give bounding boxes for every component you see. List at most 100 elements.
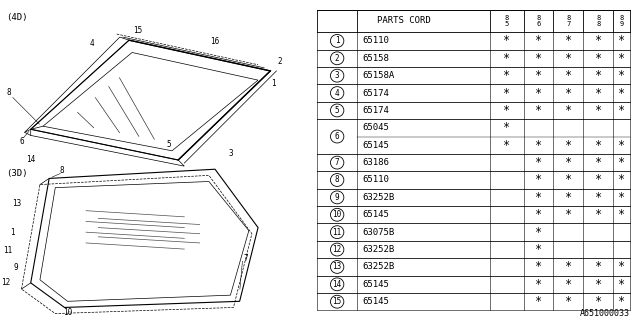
Text: *: * xyxy=(503,104,511,117)
Text: 65110: 65110 xyxy=(362,175,389,185)
Text: *: * xyxy=(503,34,511,47)
Text: 8: 8 xyxy=(7,88,12,97)
Text: *: * xyxy=(595,295,602,308)
Text: *: * xyxy=(618,156,625,169)
Text: *: * xyxy=(535,226,542,239)
Text: *: * xyxy=(618,173,625,187)
Text: 14: 14 xyxy=(333,280,342,289)
Text: 11: 11 xyxy=(3,246,12,255)
Text: *: * xyxy=(535,69,542,82)
Text: 63186: 63186 xyxy=(362,158,389,167)
Text: *: * xyxy=(565,86,572,100)
Text: *: * xyxy=(503,86,511,100)
Text: *: * xyxy=(618,260,625,273)
Text: 3: 3 xyxy=(335,71,339,80)
Text: *: * xyxy=(503,139,511,152)
Text: 1: 1 xyxy=(10,228,15,237)
Text: 63252B: 63252B xyxy=(362,245,394,254)
Text: *: * xyxy=(595,69,602,82)
Text: 1: 1 xyxy=(335,36,339,45)
Text: *: * xyxy=(503,69,511,82)
Text: *: * xyxy=(535,52,542,65)
Text: 65145: 65145 xyxy=(362,141,389,150)
Text: *: * xyxy=(535,86,542,100)
Text: *: * xyxy=(535,34,542,47)
Text: *: * xyxy=(565,295,572,308)
Text: 63252B: 63252B xyxy=(362,193,394,202)
Text: 8
8: 8 8 xyxy=(596,15,600,27)
Text: 65145: 65145 xyxy=(362,280,389,289)
Text: 8
6: 8 6 xyxy=(536,15,541,27)
Text: *: * xyxy=(503,52,511,65)
Text: *: * xyxy=(535,173,542,187)
Text: 15: 15 xyxy=(333,297,342,306)
Text: 4: 4 xyxy=(90,39,95,48)
Text: 7: 7 xyxy=(243,254,248,263)
Text: 65145: 65145 xyxy=(362,297,389,306)
Text: *: * xyxy=(565,52,572,65)
Text: *: * xyxy=(595,52,602,65)
Text: *: * xyxy=(535,260,542,273)
Text: *: * xyxy=(595,278,602,291)
Text: 6: 6 xyxy=(335,132,339,141)
Text: 8
7: 8 7 xyxy=(566,15,571,27)
Text: *: * xyxy=(565,69,572,82)
Text: 65110: 65110 xyxy=(362,36,389,45)
Text: *: * xyxy=(535,243,542,256)
Text: *: * xyxy=(535,191,542,204)
Text: *: * xyxy=(618,104,625,117)
Text: *: * xyxy=(618,191,625,204)
Text: 6: 6 xyxy=(19,137,24,146)
Text: *: * xyxy=(618,139,625,152)
Text: A651000033: A651000033 xyxy=(580,309,630,318)
Text: *: * xyxy=(595,191,602,204)
Text: *: * xyxy=(618,69,625,82)
Text: *: * xyxy=(595,208,602,221)
Text: *: * xyxy=(618,34,625,47)
Text: 2: 2 xyxy=(277,57,282,66)
Text: 65158: 65158 xyxy=(362,54,389,63)
Text: 13: 13 xyxy=(333,262,342,271)
Text: 12: 12 xyxy=(333,245,342,254)
Text: *: * xyxy=(595,173,602,187)
Text: *: * xyxy=(565,104,572,117)
Text: 12: 12 xyxy=(1,278,11,287)
Text: *: * xyxy=(565,208,572,221)
Text: *: * xyxy=(595,104,602,117)
Text: 11: 11 xyxy=(333,228,342,237)
Text: *: * xyxy=(595,156,602,169)
Text: 2: 2 xyxy=(335,54,339,63)
Text: 63252B: 63252B xyxy=(362,262,394,271)
Text: 7: 7 xyxy=(335,158,339,167)
Text: (3D): (3D) xyxy=(6,169,28,178)
Text: *: * xyxy=(565,191,572,204)
Text: 13: 13 xyxy=(12,198,22,207)
Text: *: * xyxy=(565,34,572,47)
Text: *: * xyxy=(535,139,542,152)
Text: 16: 16 xyxy=(211,37,220,46)
Text: *: * xyxy=(565,156,572,169)
Text: *: * xyxy=(565,139,572,152)
Text: 65145: 65145 xyxy=(362,210,389,219)
Text: 65045: 65045 xyxy=(362,123,389,132)
Text: 8: 8 xyxy=(335,175,339,185)
Text: *: * xyxy=(535,104,542,117)
Text: *: * xyxy=(595,260,602,273)
Text: 65174: 65174 xyxy=(362,89,389,98)
Text: *: * xyxy=(503,121,511,134)
Text: 8
9: 8 9 xyxy=(620,15,624,27)
Text: *: * xyxy=(565,260,572,273)
Text: 10: 10 xyxy=(63,308,72,316)
Text: 5: 5 xyxy=(335,106,339,115)
Text: *: * xyxy=(595,139,602,152)
Text: *: * xyxy=(565,278,572,291)
Text: 65158A: 65158A xyxy=(362,71,394,80)
Text: 9: 9 xyxy=(335,193,339,202)
Text: *: * xyxy=(595,34,602,47)
Text: *: * xyxy=(618,278,625,291)
Text: PARTS CORD: PARTS CORD xyxy=(377,16,431,25)
Text: 9: 9 xyxy=(13,263,18,272)
Text: *: * xyxy=(618,295,625,308)
Text: 4: 4 xyxy=(335,89,339,98)
Text: 65174: 65174 xyxy=(362,106,389,115)
